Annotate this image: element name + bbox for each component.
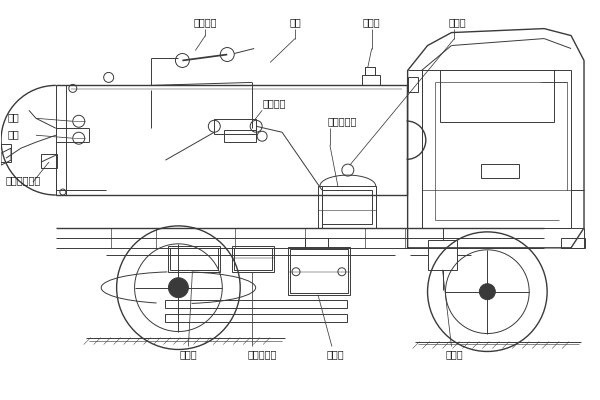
Bar xyxy=(234,248,272,270)
Text: 罐体: 罐体 xyxy=(289,18,301,28)
Polygon shape xyxy=(0,146,1,154)
Bar xyxy=(318,186,376,228)
Text: 防护栏: 防护栏 xyxy=(326,350,344,360)
Bar xyxy=(41,154,57,168)
Bar xyxy=(170,248,218,270)
Bar xyxy=(428,240,457,270)
Bar xyxy=(56,85,66,195)
Text: 球阀: 球阀 xyxy=(7,112,19,122)
Bar xyxy=(440,70,554,122)
Bar xyxy=(166,300,347,308)
Bar xyxy=(561,238,585,248)
Bar xyxy=(481,164,519,178)
Bar xyxy=(407,78,418,92)
Text: 油气分离器: 油气分离器 xyxy=(328,116,357,126)
Text: 四通阀: 四通阀 xyxy=(446,350,463,360)
Bar xyxy=(232,246,274,272)
Text: 开门油缸: 开门油缸 xyxy=(194,18,217,28)
Polygon shape xyxy=(0,162,1,170)
Circle shape xyxy=(169,278,188,298)
Bar xyxy=(0,144,11,162)
Bar xyxy=(214,119,256,134)
Polygon shape xyxy=(0,154,1,162)
Bar xyxy=(422,70,571,228)
Text: 罐门锁紧装置: 罐门锁紧装置 xyxy=(5,175,40,185)
Text: 视粪窗: 视粪窗 xyxy=(363,18,380,28)
Text: 真空泵: 真空泵 xyxy=(179,350,197,360)
Bar xyxy=(322,190,372,224)
Bar xyxy=(224,130,256,142)
Text: 球阀: 球阀 xyxy=(7,129,19,139)
Bar xyxy=(166,314,347,322)
Text: 压力表: 压力表 xyxy=(449,18,466,28)
Text: 自卸油缸: 自卸油缸 xyxy=(262,98,286,108)
Bar xyxy=(365,68,375,76)
Text: 水气分离器: 水气分离器 xyxy=(247,350,277,360)
Bar xyxy=(288,247,350,295)
Bar xyxy=(169,246,220,272)
Bar xyxy=(362,76,380,85)
Bar xyxy=(290,249,348,293)
Circle shape xyxy=(479,284,496,300)
